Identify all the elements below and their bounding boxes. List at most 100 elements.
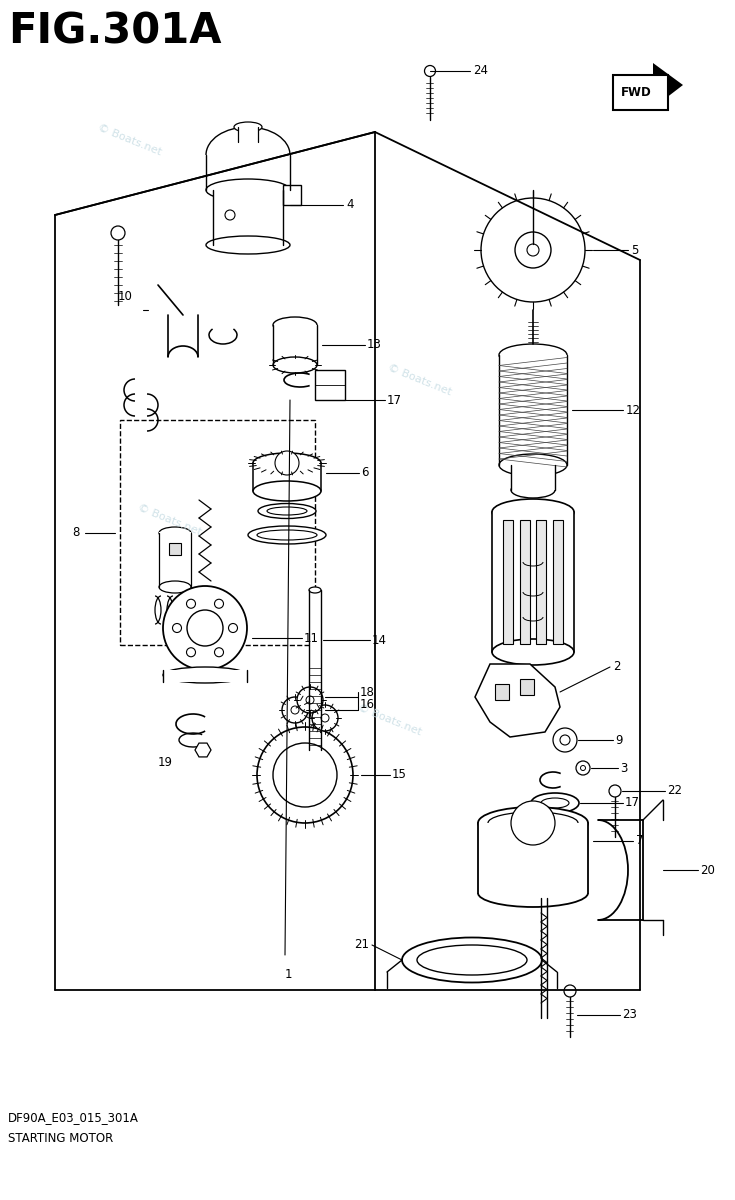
Ellipse shape [163, 586, 247, 670]
Text: © Boats.net: © Boats.net [97, 122, 163, 157]
Circle shape [297, 686, 323, 713]
Ellipse shape [492, 499, 574, 526]
Text: © Boats.net: © Boats.net [137, 503, 204, 538]
Circle shape [560, 734, 570, 745]
Text: 4: 4 [346, 198, 354, 211]
Text: 2: 2 [613, 660, 620, 673]
Circle shape [564, 985, 576, 997]
Circle shape [553, 728, 577, 752]
Bar [499, 355, 567, 464]
Bar [613, 74, 668, 110]
Ellipse shape [417, 946, 527, 974]
Text: 8: 8 [73, 527, 80, 540]
Text: 18: 18 [360, 685, 375, 698]
Circle shape [173, 624, 182, 632]
Text: 16: 16 [360, 698, 375, 712]
Text: STARTING MOTOR: STARTING MOTOR [8, 1132, 113, 1145]
Text: 17: 17 [387, 394, 402, 407]
Ellipse shape [159, 581, 191, 593]
Circle shape [581, 766, 586, 770]
Ellipse shape [267, 506, 307, 515]
Circle shape [187, 610, 223, 646]
Ellipse shape [248, 526, 326, 544]
Circle shape [321, 714, 329, 722]
Text: 13: 13 [367, 338, 382, 352]
Circle shape [229, 624, 237, 632]
Ellipse shape [402, 937, 542, 983]
Ellipse shape [273, 317, 317, 332]
Bar [553, 520, 563, 644]
Bar [315, 370, 345, 400]
Ellipse shape [499, 454, 567, 476]
Text: 20: 20 [700, 864, 715, 876]
Bar [120, 420, 315, 646]
Text: 19: 19 [157, 756, 173, 768]
Circle shape [576, 761, 590, 775]
Bar [213, 190, 283, 245]
Circle shape [282, 697, 308, 722]
Ellipse shape [541, 798, 569, 808]
Bar [520, 679, 534, 695]
Bar [492, 512, 574, 652]
Polygon shape [618, 62, 683, 108]
Text: 10: 10 [118, 290, 133, 304]
Ellipse shape [478, 806, 588, 839]
Text: 17: 17 [625, 797, 640, 810]
Ellipse shape [163, 667, 247, 683]
Text: 23: 23 [622, 1008, 637, 1021]
Circle shape [257, 727, 353, 823]
Ellipse shape [206, 236, 290, 254]
Circle shape [527, 244, 539, 256]
Text: 1: 1 [284, 968, 292, 982]
Bar [238, 124, 258, 142]
Ellipse shape [273, 358, 317, 373]
Ellipse shape [258, 504, 316, 518]
Text: 9: 9 [615, 733, 623, 746]
Ellipse shape [511, 482, 555, 498]
Ellipse shape [309, 746, 321, 754]
Polygon shape [195, 743, 211, 757]
Bar [478, 823, 588, 893]
Bar [520, 520, 530, 644]
Circle shape [515, 232, 551, 268]
Bar [495, 684, 509, 700]
Ellipse shape [309, 587, 321, 593]
Bar [163, 670, 247, 682]
Text: © Boats.net: © Boats.net [387, 362, 453, 397]
Circle shape [312, 704, 338, 731]
Polygon shape [475, 664, 560, 737]
Circle shape [291, 706, 299, 714]
Ellipse shape [488, 812, 578, 834]
Ellipse shape [159, 527, 191, 539]
Bar [536, 520, 546, 644]
Text: 12: 12 [626, 403, 641, 416]
Text: 15: 15 [392, 768, 407, 781]
Bar [169, 542, 181, 554]
Circle shape [306, 696, 314, 704]
Ellipse shape [492, 638, 574, 665]
Circle shape [187, 648, 196, 656]
Ellipse shape [257, 530, 317, 540]
Text: © Boats.net: © Boats.net [356, 703, 423, 737]
Text: FWD: FWD [620, 86, 651, 100]
Text: DF90A_E03_015_301A: DF90A_E03_015_301A [8, 1111, 139, 1124]
Ellipse shape [206, 179, 290, 200]
Circle shape [111, 226, 125, 240]
Text: 21: 21 [354, 938, 369, 952]
Ellipse shape [253, 452, 321, 473]
Bar [503, 520, 513, 644]
Text: 3: 3 [620, 762, 628, 774]
Text: 11: 11 [304, 631, 319, 644]
Ellipse shape [499, 344, 567, 366]
Circle shape [215, 599, 223, 608]
Text: 5: 5 [631, 244, 639, 257]
Circle shape [225, 210, 235, 220]
Circle shape [187, 599, 196, 608]
Bar [273, 325, 317, 365]
Bar [253, 463, 321, 491]
Circle shape [275, 451, 299, 475]
Circle shape [609, 785, 621, 797]
Text: 14: 14 [372, 634, 387, 647]
Text: 24: 24 [473, 65, 488, 78]
Text: FIG.301A: FIG.301A [8, 11, 221, 53]
